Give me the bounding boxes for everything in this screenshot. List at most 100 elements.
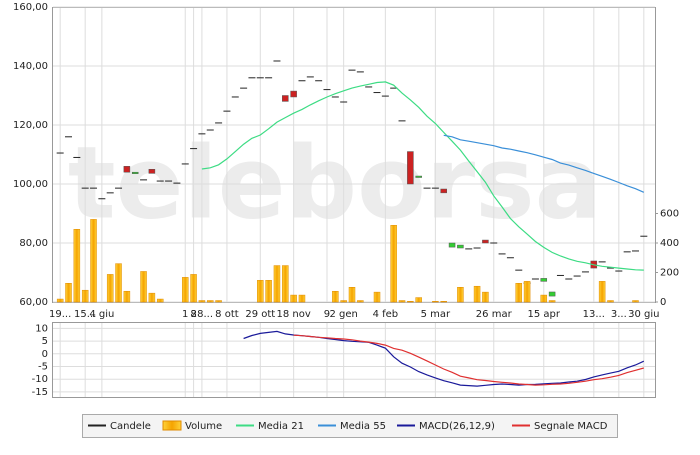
volume-bar xyxy=(457,287,464,303)
y-tick-label: -5 xyxy=(38,361,48,372)
watermark: teleborsa xyxy=(68,124,602,241)
volume-bar xyxy=(415,297,422,303)
legend-label: Segnale MACD xyxy=(534,421,608,432)
macd-line xyxy=(293,334,644,386)
volume-bar xyxy=(198,300,206,303)
legend-label: Volume xyxy=(185,421,222,432)
average-line xyxy=(443,134,645,193)
x-tick-label: 29 ott xyxy=(245,309,275,320)
volume-bar xyxy=(207,300,214,303)
volume-bar xyxy=(215,300,222,303)
volume-bar xyxy=(265,280,272,303)
x-tick-label: 8 xyxy=(190,309,196,320)
x-tick-label: 15... xyxy=(74,309,96,320)
volume-bar xyxy=(473,285,481,303)
volume-bar xyxy=(373,291,381,303)
volume-bar xyxy=(106,274,114,303)
y-tick-label: 120,00 xyxy=(13,120,48,131)
legend-label: Candele xyxy=(110,421,151,432)
x-tick-label: 5 mar xyxy=(421,309,451,320)
y2-tick-label: 0 xyxy=(660,297,666,308)
volume-bar xyxy=(290,294,297,303)
x-tick-label: 15 apr xyxy=(528,309,561,320)
volume-bar xyxy=(115,263,122,303)
candle xyxy=(290,90,297,98)
macd-frame xyxy=(52,322,656,398)
x-tick-label: 4 giu xyxy=(89,309,114,320)
legend-swatch xyxy=(162,420,182,431)
volume-bar xyxy=(282,265,289,303)
volume-bar xyxy=(56,298,64,303)
candle xyxy=(123,166,131,173)
volume-bar xyxy=(257,280,264,303)
volume-bar xyxy=(340,300,347,303)
volume-bar xyxy=(482,291,489,303)
x-tick-label: 4 feb xyxy=(373,309,399,320)
volume-bar xyxy=(548,300,556,303)
candle xyxy=(540,278,548,282)
y-tick-label: 160,00 xyxy=(13,2,48,13)
volume-bar xyxy=(357,300,364,303)
volume-bar xyxy=(181,277,189,303)
x-tick-label: 26 mar xyxy=(476,309,513,320)
volume-bar xyxy=(148,292,156,303)
volume-bar xyxy=(407,301,414,303)
candle xyxy=(131,171,139,174)
volume-bar xyxy=(523,281,531,303)
candle xyxy=(415,175,422,178)
x-tick-label: 19... xyxy=(49,309,71,320)
volume-bar xyxy=(81,289,89,303)
volume-bar xyxy=(515,283,523,303)
legend-label: Media 55 xyxy=(340,421,386,432)
y-tick-label: -15 xyxy=(32,387,48,398)
candle xyxy=(482,239,489,244)
volume-bar xyxy=(65,283,72,303)
volume-bar xyxy=(90,219,97,303)
macd-line xyxy=(243,330,645,387)
volume-bar xyxy=(390,225,397,303)
y2-tick-label: 200 xyxy=(660,268,679,279)
volume-bar xyxy=(140,271,147,303)
x-tick-label: 3... xyxy=(611,309,627,320)
candle xyxy=(282,95,289,102)
volume-bar xyxy=(156,298,164,303)
x-tick-label: 13... xyxy=(583,309,605,320)
volume-bar xyxy=(398,300,406,303)
y-tick-label: 60,00 xyxy=(19,297,48,308)
volume-bar xyxy=(123,290,131,303)
x-tick-label: 2 gen xyxy=(329,309,357,320)
volume-bar xyxy=(348,287,356,303)
x-tick-label: 9 xyxy=(324,309,330,320)
x-tick-label: 30 giu xyxy=(628,309,659,320)
candle xyxy=(148,169,156,174)
volume-bar xyxy=(540,294,548,303)
candle xyxy=(448,242,456,248)
x-tick-label: 8 ott xyxy=(215,309,239,320)
y-tick-label: 10 xyxy=(35,323,48,334)
volume-bar xyxy=(632,300,639,303)
x-tick-label: 18 nov xyxy=(276,309,310,320)
average-line xyxy=(201,81,644,271)
volume-bar xyxy=(607,300,614,303)
y-tick-label: -10 xyxy=(32,374,48,385)
y2-tick-label: 600 xyxy=(660,209,679,220)
volume-bar xyxy=(298,294,306,303)
candle xyxy=(457,244,464,249)
y-tick-label: 0 xyxy=(42,349,48,360)
x-tick-label: 28... xyxy=(191,309,213,320)
legend-label: Media 21 xyxy=(258,421,304,432)
y-tick-label: 100,00 xyxy=(13,179,48,190)
legend-label: MACD(26,12,9) xyxy=(419,421,495,432)
y2-tick-label: 400 xyxy=(660,238,679,249)
volume-bar xyxy=(432,301,439,303)
y-tick-label: 80,00 xyxy=(19,238,48,249)
volume-bar xyxy=(190,274,197,303)
volume-bar xyxy=(273,265,281,303)
candle xyxy=(407,151,414,185)
candle xyxy=(548,291,556,297)
y-tick-label: 5 xyxy=(42,336,48,347)
volume-bar xyxy=(73,229,81,303)
volume-bar xyxy=(598,281,606,303)
y-tick-label: 140,00 xyxy=(13,61,48,72)
